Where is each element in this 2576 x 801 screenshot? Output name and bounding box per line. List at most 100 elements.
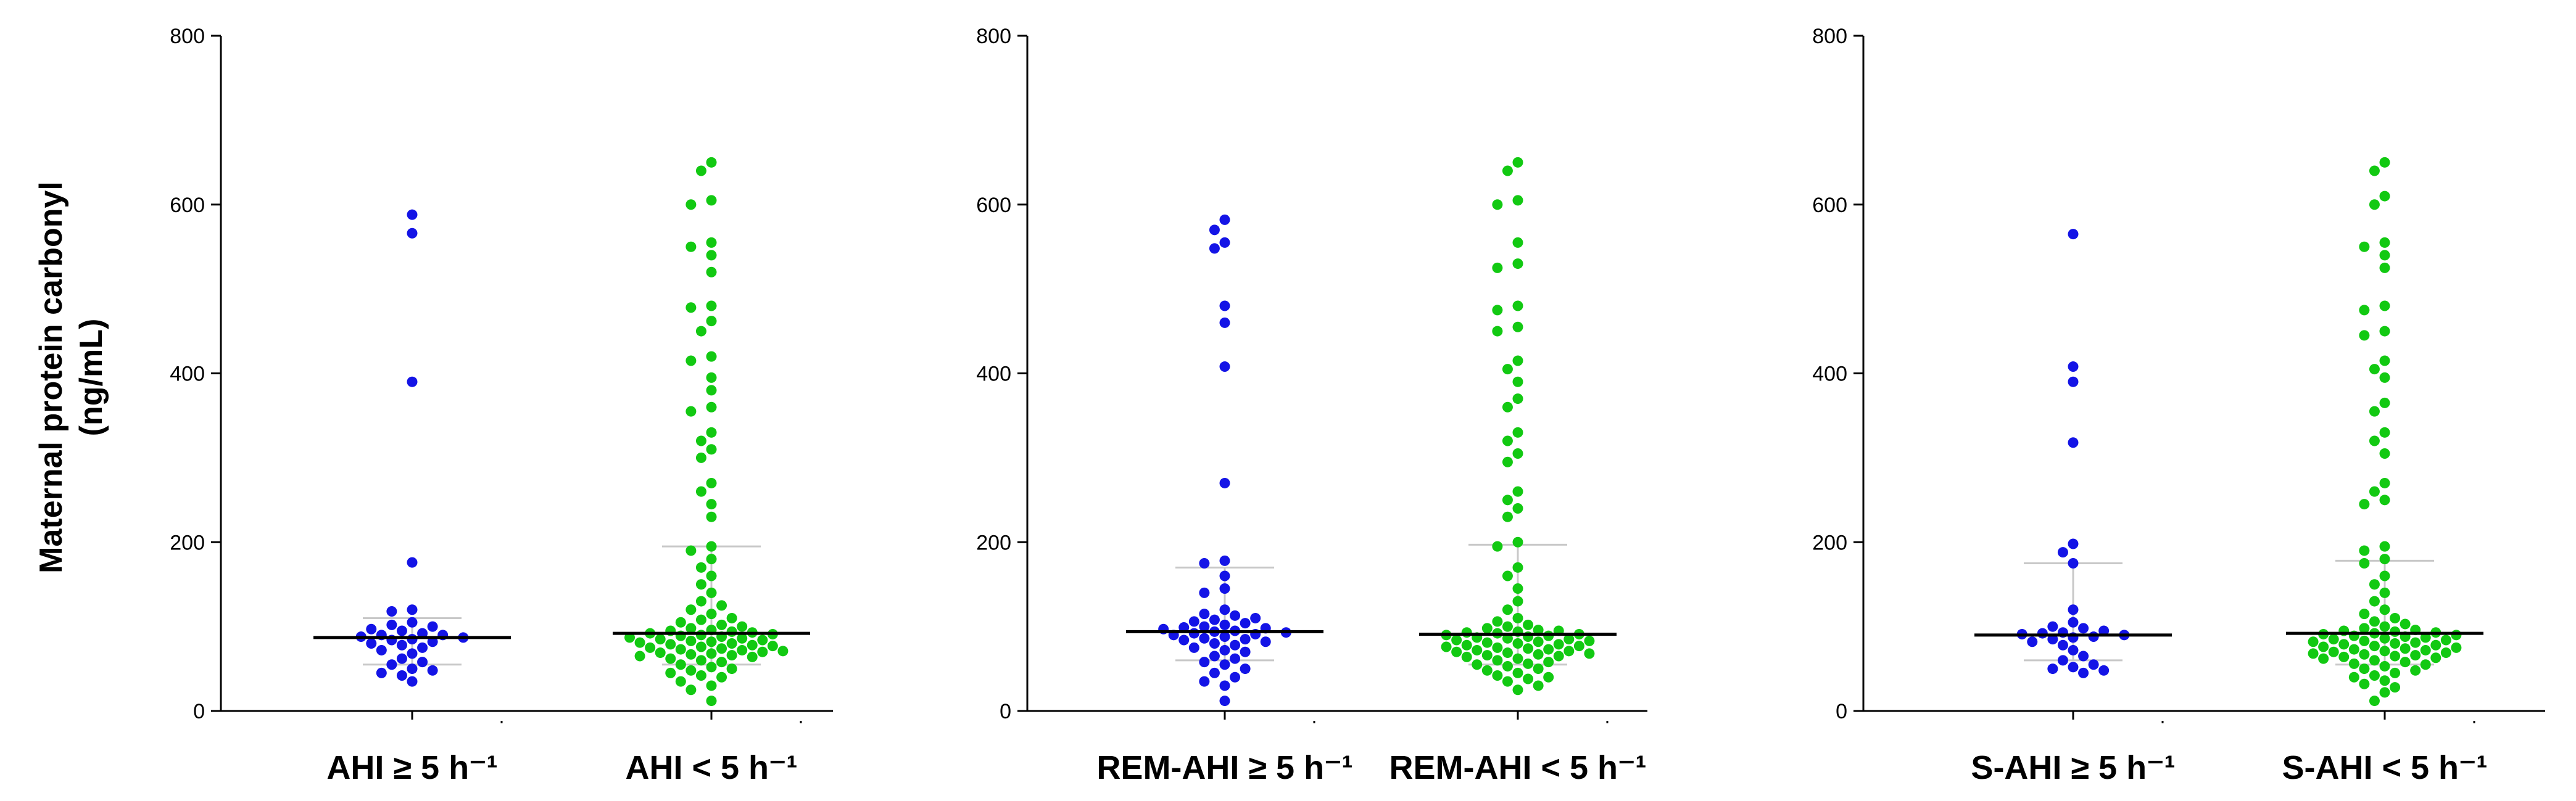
data-point [1178, 622, 1190, 633]
data-point [2379, 587, 2390, 598]
data-point [2359, 635, 2370, 646]
data-point [1472, 644, 1483, 655]
data-point [2348, 644, 2359, 655]
data-point [695, 670, 706, 681]
data-point [685, 635, 697, 646]
data-point [1512, 638, 1523, 649]
data-point [706, 587, 717, 598]
data-point [737, 633, 748, 644]
data-point [2359, 663, 2370, 675]
data-point [2037, 628, 2048, 639]
data-point [1502, 633, 1513, 644]
y-axis-title-line1: Maternal protein carbonyl [33, 181, 69, 573]
data-point [2369, 596, 2380, 607]
data-point [2348, 630, 2359, 641]
x-category-label: AHI < 5 h⁻¹ [625, 749, 797, 786]
data-point [1230, 672, 1241, 683]
data-point [2379, 250, 2390, 261]
data-point [706, 554, 717, 565]
data-point [376, 630, 387, 641]
data-point [1492, 670, 1503, 681]
data-point [2390, 612, 2401, 623]
y-axis-title-line2: (ng/mL) [73, 319, 109, 437]
data-point [747, 627, 758, 638]
data-point [716, 619, 727, 630]
data-point [645, 642, 656, 653]
data-point [2369, 696, 2380, 707]
data-point [355, 631, 367, 643]
data-point [2359, 330, 2370, 341]
data-point [2430, 652, 2441, 663]
data-point [1492, 628, 1503, 639]
data-point [675, 617, 686, 628]
data-point [2369, 655, 2380, 666]
data-point [1199, 587, 1210, 598]
data-point [767, 641, 778, 652]
data-point [1512, 300, 1523, 311]
data-point [1502, 570, 1513, 581]
data-point [2068, 632, 2079, 643]
data-point [2068, 617, 2079, 628]
data-point [427, 621, 438, 632]
data-point [2308, 648, 2319, 659]
data-point [2047, 621, 2058, 632]
data-point [1209, 224, 1220, 236]
y-tick-label: 800 [1812, 25, 1847, 48]
data-point [1240, 634, 1251, 645]
data-point [645, 628, 656, 639]
data-point [2420, 632, 2431, 643]
data-point [386, 659, 397, 670]
data-point [634, 637, 645, 648]
data-point [2379, 397, 2390, 408]
data-point [1472, 659, 1483, 670]
data-point [2359, 557, 2370, 569]
data-point [2379, 495, 2390, 506]
data-point [1219, 477, 1230, 488]
data-point [1472, 632, 1483, 643]
data-point [376, 644, 387, 655]
data-point [417, 642, 428, 653]
data-point [1502, 165, 1513, 176]
data-point [2379, 477, 2390, 488]
data-point [685, 302, 697, 313]
data-point [685, 545, 697, 556]
data-point [1492, 541, 1503, 552]
data-point [2390, 626, 2401, 637]
data-point [706, 401, 717, 413]
data-point [1523, 619, 1534, 630]
data-point [747, 651, 758, 662]
data-point [2098, 665, 2110, 676]
data-point [1512, 157, 1523, 168]
data-point [1502, 647, 1513, 659]
data-point [1502, 621, 1513, 632]
data-point [1451, 635, 1462, 646]
data-point [706, 511, 717, 522]
data-point [1481, 637, 1493, 648]
data-point [1523, 673, 1534, 684]
data-point [2379, 448, 2390, 459]
data-point [2027, 636, 2038, 647]
data-point [1533, 649, 1544, 660]
data-point [2420, 659, 2431, 670]
data-point [1461, 651, 1472, 662]
data-point [2359, 623, 2370, 634]
data-point [417, 628, 428, 639]
data-point [366, 638, 377, 649]
data-point [2328, 634, 2339, 645]
data-point [1584, 635, 1595, 646]
data-point [1209, 243, 1220, 254]
data-point [386, 606, 397, 617]
data-point [1502, 604, 1513, 615]
data-point [685, 623, 697, 634]
data-point [2379, 372, 2390, 383]
data-point [706, 636, 717, 647]
data-point [706, 250, 717, 261]
data-point [2338, 639, 2350, 650]
data-point [1451, 646, 1462, 657]
data-point [2410, 637, 2421, 648]
data-point [1199, 676, 1210, 687]
data-point [1553, 625, 1564, 636]
data-point [737, 644, 748, 655]
data-point [706, 541, 717, 552]
